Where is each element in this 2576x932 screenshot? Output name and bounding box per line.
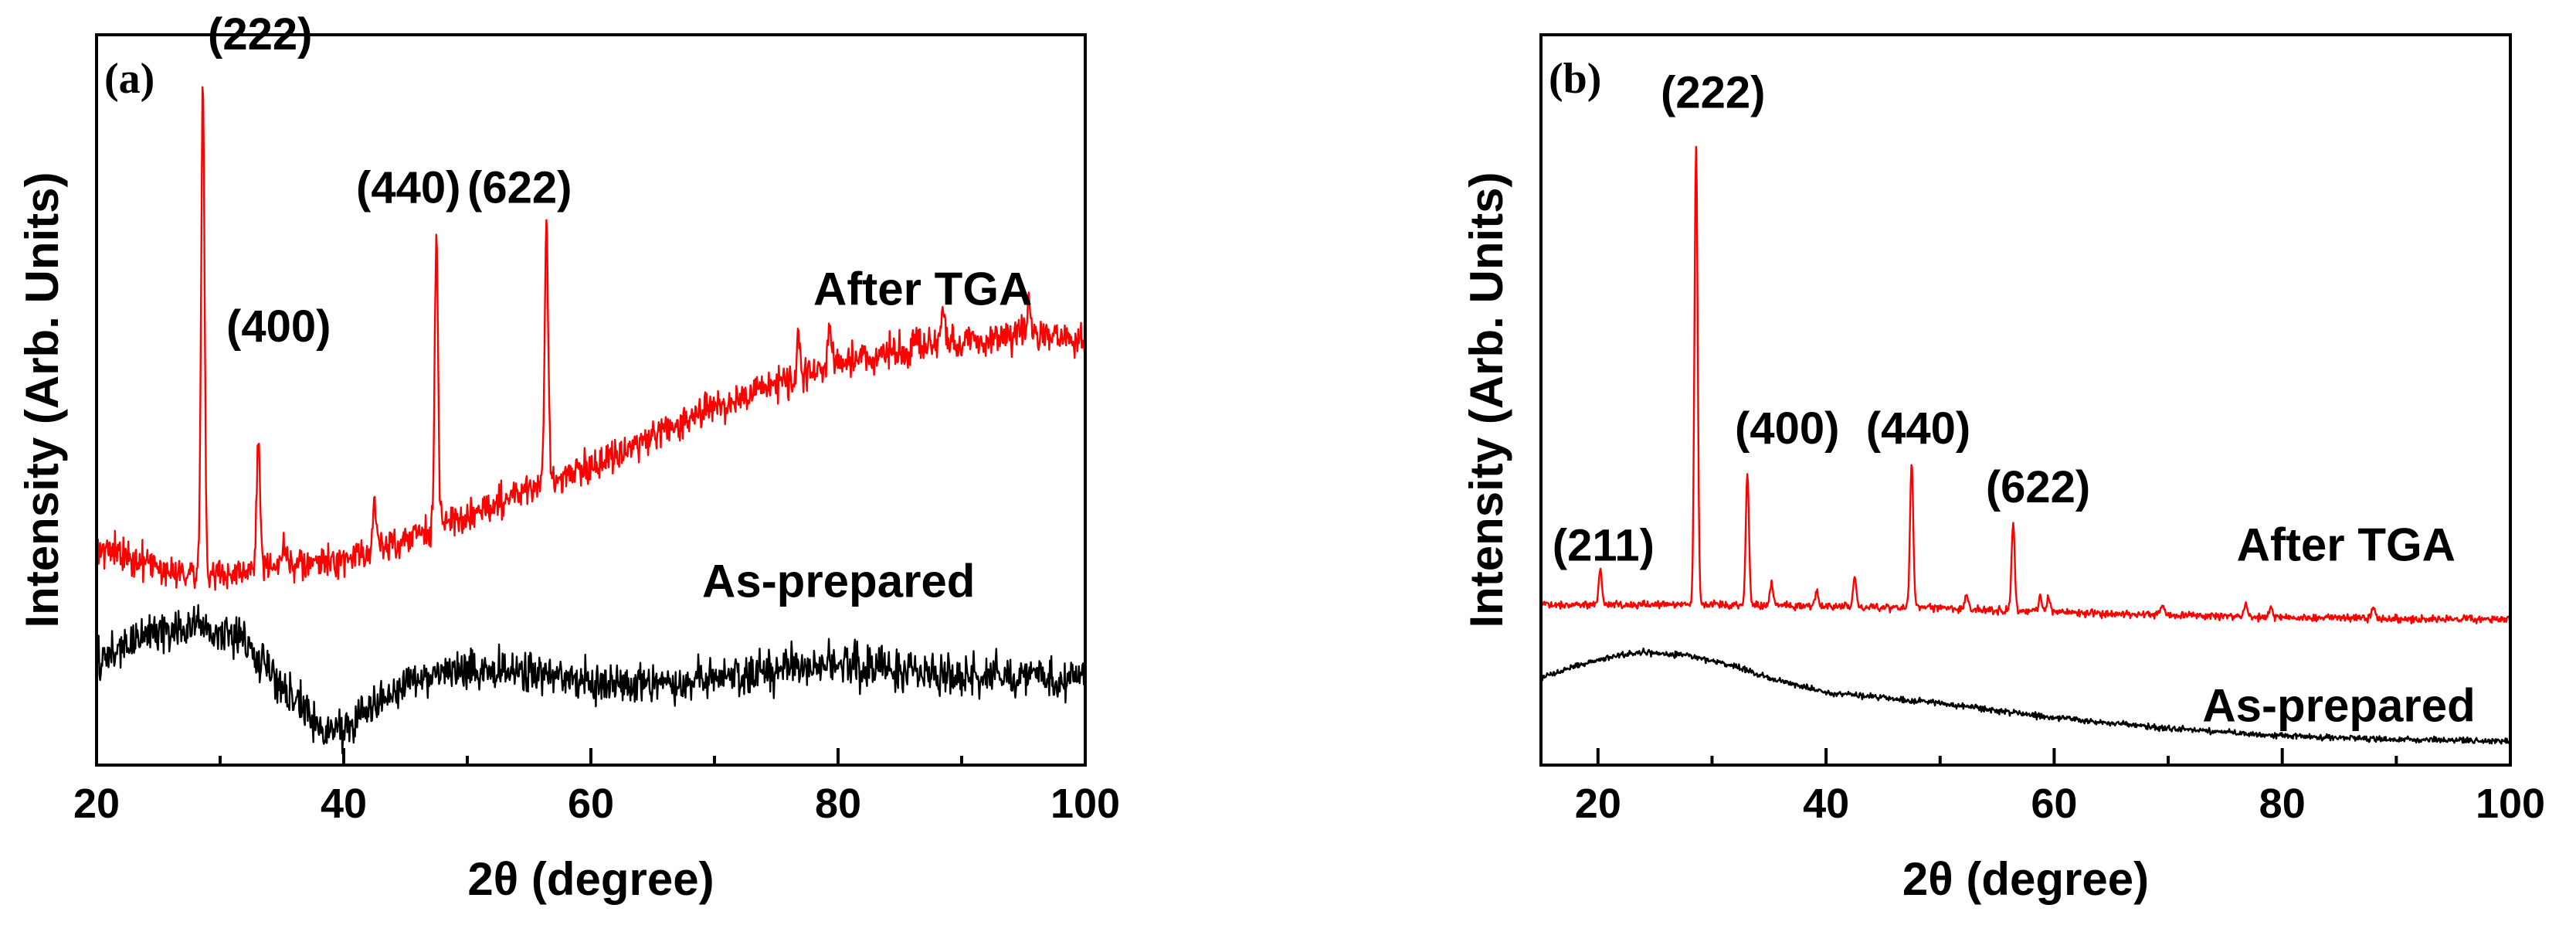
x-tick-label: 20: [73, 781, 120, 827]
x-tick-label: 80: [815, 781, 861, 827]
x-tick-label: 20: [1575, 781, 1621, 827]
x-tick-label: 60: [2031, 781, 2077, 827]
plot-frame: [1539, 33, 2512, 767]
peak-index-label: (222): [208, 9, 312, 60]
panel-label: (b): [1549, 55, 1601, 103]
x-tick-label: 60: [568, 781, 614, 827]
x-tick-label: 100: [2476, 781, 2545, 827]
peak-index-label: (400): [1735, 403, 1839, 454]
x-axis-title: 2θ (degree): [1902, 853, 2149, 905]
series-line-as-prepared: [95, 604, 1087, 754]
series-line-after-tga: [95, 86, 1087, 591]
peak-index-label: (400): [226, 301, 331, 352]
peak-index-label: (440): [356, 162, 460, 213]
y-axis-title: Intensity (Arb. Units): [1461, 172, 1512, 628]
panel-label: (a): [104, 55, 154, 103]
series-annotation: After TGA: [813, 264, 1032, 315]
x-tick-label: 40: [1803, 781, 1849, 827]
x-tick-label: 80: [2259, 781, 2306, 827]
series-annotation: After TGA: [2237, 519, 2456, 570]
x-tick-label: 40: [321, 781, 367, 827]
series-annotation: As-prepared: [2202, 679, 2475, 731]
series-line-as-prepared: [1539, 647, 2512, 745]
x-axis-title: 2θ (degree): [467, 853, 714, 905]
y-axis-title: Intensity (Arb. Units): [16, 172, 68, 628]
panel-b: 20 40 60 80 100 2θ (degree) Intensity (Arb. Un…: [1461, 33, 2545, 905]
series-annotation: As-prepared: [702, 556, 975, 607]
peak-index-label: (622): [467, 162, 572, 213]
series-line-after-tga: [1539, 145, 2512, 624]
peak-index-label: (440): [1866, 403, 1970, 454]
peak-index-label: (622): [1986, 462, 2090, 512]
peak-index-label: (222): [1661, 68, 1765, 118]
peak-index-label: (211): [1553, 520, 1655, 570]
x-tick-label: 100: [1050, 781, 1120, 827]
plot-frame: [95, 33, 1087, 767]
panel-a: 20 40 60 80 100 2θ (degree) Intensity (Arb. Un…: [16, 9, 1120, 905]
